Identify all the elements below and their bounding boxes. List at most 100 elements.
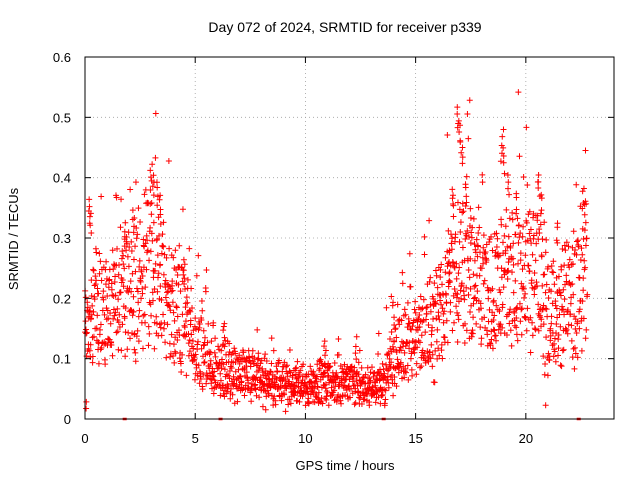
data-point-1857	[573, 181, 580, 188]
data-point-1132	[381, 370, 388, 377]
data-point-438	[197, 376, 204, 383]
data-point-392	[185, 340, 192, 347]
data-point-1426	[459, 209, 466, 216]
data-point-1363	[442, 254, 449, 261]
spike-point-14-0	[454, 104, 461, 111]
data-point-1145	[384, 373, 391, 380]
data-point-1713	[535, 301, 542, 308]
data-point-1422	[458, 295, 465, 302]
data-point-246	[147, 224, 154, 231]
data-point-63	[98, 277, 105, 284]
data-point-268	[152, 110, 159, 117]
data-point-291	[158, 250, 165, 257]
data-point-260	[150, 219, 157, 226]
data-point-1408	[454, 291, 461, 298]
data-point-1829	[565, 321, 572, 328]
data-point-370	[179, 206, 186, 213]
data-point-331	[169, 287, 176, 294]
data-point-1585	[501, 232, 508, 239]
data-point-1847	[570, 345, 577, 352]
data-point-408	[189, 338, 196, 345]
spike-point-23-1	[513, 194, 520, 201]
data-point-1286	[422, 329, 429, 336]
data-point-400	[187, 317, 194, 324]
data-point-1582	[500, 126, 507, 133]
data-point-359	[176, 355, 183, 362]
data-point-39	[92, 273, 99, 280]
data-point-224	[141, 243, 148, 250]
data-point-795	[292, 365, 299, 372]
data-point-1481	[473, 236, 480, 243]
data-point-416	[191, 376, 198, 383]
data-point-1312	[429, 324, 436, 331]
data-point-1891	[582, 264, 589, 271]
data-point-1574	[498, 221, 505, 228]
data-point-195	[133, 235, 140, 242]
spike-point-17-0	[463, 173, 470, 180]
data-point-190	[132, 349, 139, 356]
data-point-1299	[425, 322, 432, 329]
data-point-418	[192, 351, 199, 358]
spike-point-26-2	[553, 237, 560, 244]
data-point-1002	[347, 394, 354, 401]
spike-point-19-0	[467, 205, 474, 212]
data-point-1699	[531, 291, 538, 298]
y-axis-label: SRMTID / TECUs	[6, 187, 21, 290]
data-point-1233	[408, 326, 415, 333]
data-point-2	[82, 318, 89, 325]
data-point-1491	[476, 224, 483, 231]
data-point-942	[331, 387, 338, 394]
data-point-1293	[424, 304, 431, 311]
data-point-1248	[412, 298, 419, 305]
data-point-1228	[406, 250, 413, 257]
data-point-1303	[426, 278, 433, 285]
data-point-1897	[583, 235, 590, 242]
data-point-1086	[369, 384, 376, 391]
data-point-1576	[498, 274, 505, 281]
data-point-1718	[536, 229, 543, 236]
data-point-1140	[383, 304, 390, 311]
data-point-1600	[505, 267, 512, 274]
data-point-389	[184, 276, 191, 283]
data-point-672	[259, 369, 266, 376]
data-point-327	[168, 331, 175, 338]
data-point-1784	[553, 305, 560, 312]
data-point-1067	[364, 390, 371, 397]
data-point-247	[147, 200, 154, 207]
data-point-1313	[429, 363, 436, 370]
data-point-558	[229, 391, 236, 398]
data-point-1069	[364, 364, 371, 371]
spike-point-22-3	[506, 191, 513, 198]
data-point-1645	[517, 230, 524, 237]
data-point-1779	[552, 302, 559, 309]
data-point-144	[120, 252, 127, 259]
data-point-877	[313, 373, 320, 380]
data-point-273	[154, 235, 161, 242]
spike-point-23-3	[513, 210, 520, 217]
data-point-334	[170, 254, 177, 261]
data-point-586	[236, 373, 243, 380]
data-point-23	[88, 315, 95, 322]
data-point-1450	[465, 291, 472, 298]
data-point-1148	[385, 350, 392, 357]
data-point-1689	[528, 277, 535, 284]
data-point-284	[157, 261, 164, 268]
data-point-1379	[446, 269, 453, 276]
data-point-217	[139, 290, 146, 297]
data-point-200	[135, 288, 142, 295]
data-point-523	[220, 361, 227, 368]
data-point-1557	[493, 244, 500, 251]
data-point-1283	[421, 233, 428, 240]
data-point-1406	[453, 294, 460, 301]
data-points	[82, 89, 591, 415]
low-point-6	[381, 402, 388, 409]
data-point-1636	[514, 337, 521, 344]
data-point-1332	[434, 326, 441, 333]
data-point-1040	[356, 394, 363, 401]
spike-point-27-0	[580, 185, 587, 192]
data-point-332	[169, 299, 176, 306]
spike-point-16-2	[459, 154, 466, 161]
data-point-1321	[431, 280, 438, 287]
spike-point-4-3	[147, 187, 154, 194]
data-point-1456	[467, 309, 474, 316]
